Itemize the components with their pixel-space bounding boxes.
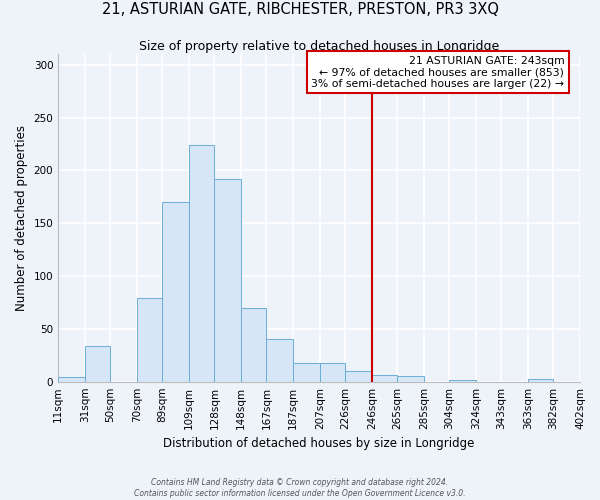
Y-axis label: Number of detached properties: Number of detached properties (15, 125, 28, 311)
Bar (137, 298, 162, 382)
Text: 21, ASTURIAN GATE, RIBCHESTER, PRESTON, PR3 3XQ: 21, ASTURIAN GATE, RIBCHESTER, PRESTON, … (101, 2, 499, 18)
Bar (241, 308, 266, 382)
Bar (85, 346, 110, 382)
Bar (345, 371, 372, 382)
Bar (214, 179, 241, 382)
Bar (372, 376, 397, 382)
X-axis label: Distribution of detached houses by size in Longridge: Distribution of detached houses by size … (163, 437, 475, 450)
Bar (397, 376, 424, 382)
Title: Size of property relative to detached houses in Longridge: Size of property relative to detached ho… (139, 40, 499, 53)
Bar (528, 378, 553, 382)
Text: Contains HM Land Registry data © Crown copyright and database right 2024.
Contai: Contains HM Land Registry data © Crown c… (134, 478, 466, 498)
Bar (449, 380, 476, 382)
Text: 21 ASTURIAN GATE: 243sqm
← 97% of detached houses are smaller (853)
3% of semi-d: 21 ASTURIAN GATE: 243sqm ← 97% of detach… (311, 56, 565, 89)
Bar (58, 378, 85, 382)
Bar (189, 145, 214, 382)
Bar (162, 202, 189, 382)
Bar (293, 362, 320, 382)
Bar (320, 362, 345, 382)
Bar (266, 340, 293, 382)
